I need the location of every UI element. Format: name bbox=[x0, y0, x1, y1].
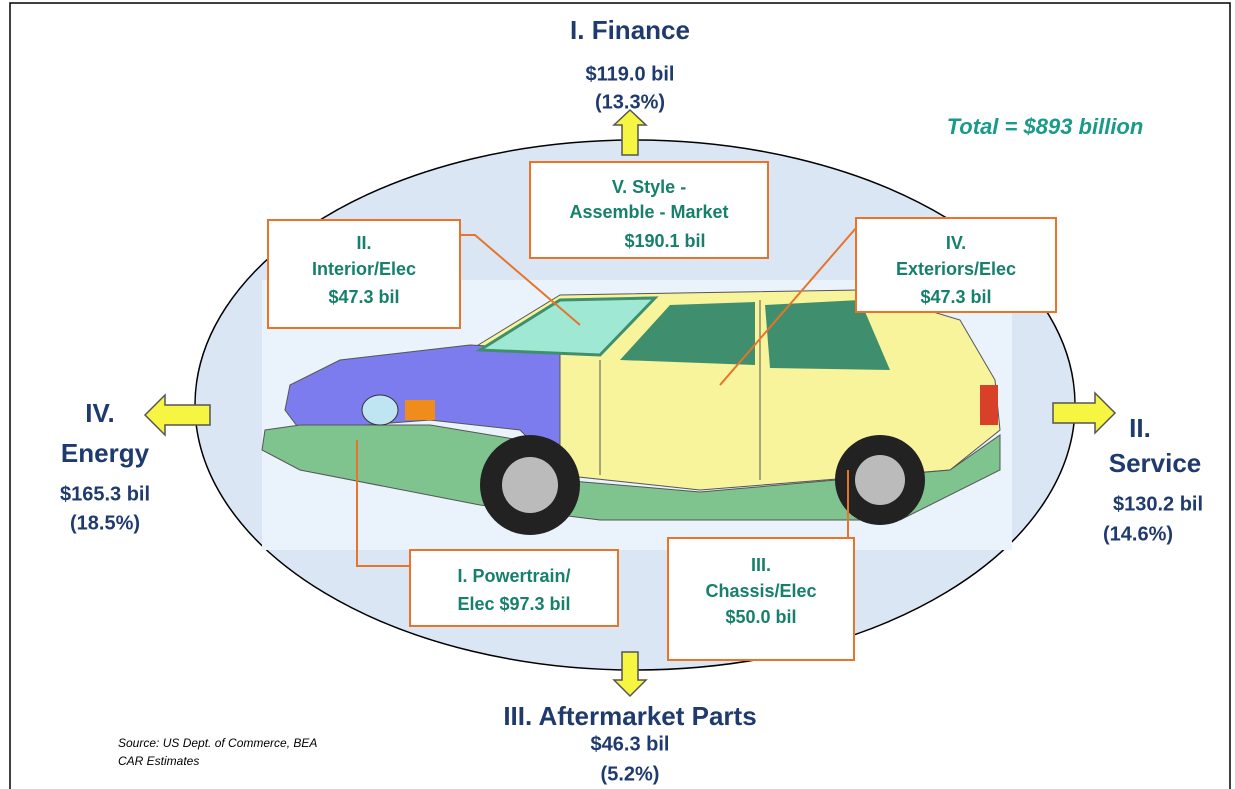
share: (14.6%) bbox=[1103, 523, 1173, 545]
segment-box bbox=[667, 537, 855, 661]
box-text: Assemble - Market bbox=[569, 202, 728, 222]
box-text: $47.3 bil bbox=[920, 287, 991, 307]
box-text: III. bbox=[751, 555, 771, 575]
box-text: Elec $97.3 bil bbox=[457, 594, 570, 614]
box-text: Exteriors/Elec bbox=[896, 259, 1016, 279]
frame bbox=[9, 2, 1231, 789]
box-text: IV. bbox=[946, 233, 966, 253]
share: (13.3%) bbox=[595, 91, 665, 113]
box-text: $50.0 bil bbox=[725, 607, 796, 627]
heading: II. bbox=[1129, 413, 1151, 443]
heading: Energy bbox=[61, 438, 150, 468]
share: (5.2%) bbox=[601, 763, 660, 785]
heading: I. Finance bbox=[570, 15, 690, 45]
heading: III. Aftermarket Parts bbox=[503, 701, 756, 731]
box-text: $47.3 bil bbox=[328, 287, 399, 307]
segment-box bbox=[267, 219, 461, 329]
value: $46.3 bil bbox=[591, 733, 670, 755]
box-text: Interior/Elec bbox=[312, 259, 416, 279]
total: Total = $893 billion bbox=[947, 114, 1144, 139]
arrow-down bbox=[612, 651, 648, 698]
box-text: $190.1 bil bbox=[624, 231, 705, 251]
leader-line bbox=[460, 234, 581, 326]
arrow-up bbox=[612, 108, 648, 156]
box-text: V. Style - bbox=[612, 177, 686, 197]
car bbox=[261, 289, 1001, 535]
segment-box bbox=[855, 217, 1057, 313]
heading: IV. bbox=[85, 398, 114, 428]
box-text: II. bbox=[356, 233, 371, 253]
value: $119.0 bil bbox=[586, 63, 675, 85]
share: (18.5%) bbox=[70, 512, 140, 534]
box-text: Chassis/Elec bbox=[705, 581, 816, 601]
segment-box bbox=[529, 161, 769, 259]
leader-line bbox=[719, 227, 857, 386]
value: $165.3 bil bbox=[60, 483, 150, 505]
leader-line bbox=[356, 440, 410, 567]
heading: Service bbox=[1109, 448, 1202, 478]
segment-box bbox=[409, 549, 619, 627]
arrow-right bbox=[1052, 391, 1117, 435]
value: $130.2 bil bbox=[1113, 493, 1203, 515]
source-note: Source: US Dept. of Commerce, BEA bbox=[118, 736, 317, 750]
source-note: CAR Estimates bbox=[118, 754, 199, 768]
arrow-left bbox=[143, 393, 211, 437]
box-text: I. Powertrain/ bbox=[457, 566, 570, 586]
